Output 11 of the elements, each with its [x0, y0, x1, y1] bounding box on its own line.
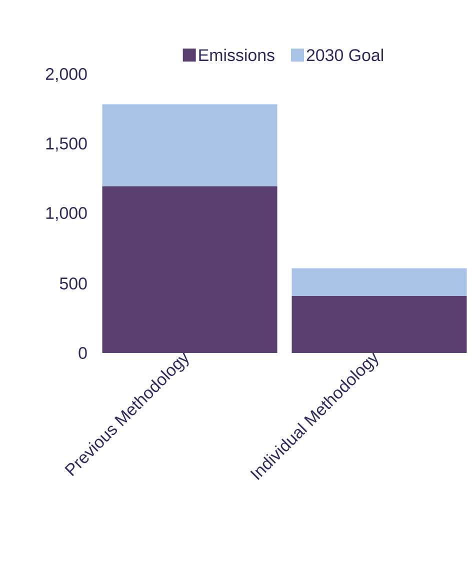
y-tick-label: 2,000 [46, 68, 87, 82]
legend-label: Emissions [199, 48, 274, 62]
bar [102, 104, 278, 186]
legend-label: 2030 Goal [306, 48, 383, 62]
y-tick-label: 1,000 [46, 207, 87, 221]
y-tick-label: 0 [78, 347, 87, 359]
y-tick-label: 1,500 [46, 138, 87, 152]
y-tick-label: 500 [60, 278, 87, 290]
bar [292, 268, 467, 296]
bar [102, 186, 278, 353]
bar [292, 296, 467, 353]
